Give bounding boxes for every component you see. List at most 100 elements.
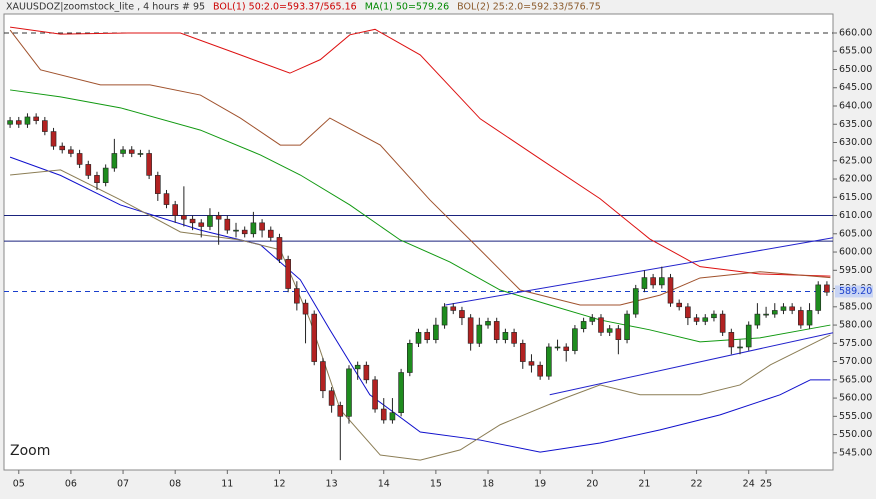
y-tick-label: 555.00 (839, 411, 872, 422)
header-text: BOL(2) 25:2.0=592.33/576.75 (457, 2, 601, 13)
candle-body (128, 149, 135, 154)
y-tick-label: 600.00 (839, 247, 872, 258)
y-tick-label: 650.00 (839, 64, 872, 75)
candle-body (615, 328, 622, 340)
x-tick-label: 13 (326, 479, 338, 490)
candle-body (111, 153, 118, 169)
indicator-line (10, 26, 831, 277)
candle-body (693, 317, 700, 322)
candle-body (450, 306, 457, 311)
candle-body (163, 193, 170, 205)
candle-body (15, 120, 22, 125)
candle-body (459, 310, 465, 319)
candle-body (641, 277, 648, 289)
candle-body (485, 321, 491, 326)
candle-body (624, 313, 630, 340)
x-tick-label: 15 (430, 479, 442, 490)
candle-body (233, 229, 239, 232)
candle-body (85, 164, 92, 176)
candle-body (493, 321, 500, 340)
x-tick-label: 11 (221, 479, 233, 490)
x-tick-label: 06 (65, 479, 77, 490)
candle-body (181, 215, 187, 220)
annotation: Zoom (10, 443, 50, 459)
candle-body (337, 405, 344, 417)
candle-body (815, 284, 822, 311)
candle-body (398, 372, 404, 413)
candle-body (207, 215, 213, 227)
candle-body (137, 153, 144, 155)
candle-body (215, 215, 222, 220)
candle-body (589, 317, 596, 322)
candle-body (659, 277, 665, 286)
candle-body (728, 332, 735, 348)
candle-body (546, 346, 552, 377)
candle-body (389, 412, 396, 421)
x-tick-label: 12 (273, 479, 285, 490)
y-tick-label: 660.00 (839, 27, 872, 38)
y-tick-label: 620.00 (839, 174, 872, 185)
candle-body (320, 361, 326, 392)
candle-body (407, 343, 413, 373)
candle-body (650, 277, 656, 286)
candle-body (824, 284, 830, 293)
candle-body (259, 222, 265, 231)
candle-body (102, 167, 109, 183)
candle-body (328, 390, 335, 406)
candle-body (7, 120, 13, 125)
x-tick-label: 22 (691, 479, 703, 490)
candle-body (502, 332, 509, 340)
x-tick-label: 18 (482, 479, 494, 490)
x-tick-label: 24 (743, 479, 755, 490)
candle-body (94, 175, 100, 183)
candle-body (294, 288, 300, 304)
y-tick-label: 550.00 (839, 429, 872, 440)
candle-body (120, 149, 126, 154)
y-tick-label: 615.00 (839, 192, 872, 203)
candle-body (780, 306, 787, 311)
y-tick-label: 625.00 (839, 155, 872, 166)
candle-body (711, 313, 717, 319)
candle-body (50, 131, 57, 147)
candle-body (311, 313, 318, 362)
candle-body (155, 175, 161, 194)
candle-body (572, 328, 578, 351)
x-tick-label: 20 (586, 479, 598, 490)
header-text: BOL(1) 50:2.0=593.37/565.16 (213, 2, 357, 13)
candle-body (441, 306, 448, 326)
candle-body (806, 310, 813, 326)
candle-body (763, 313, 769, 316)
candle-body (685, 306, 691, 319)
candle-body (76, 153, 83, 165)
y-tick-label: 580.00 (839, 320, 872, 331)
indicator-line (9, 156, 831, 453)
candle-body (433, 324, 439, 340)
candle-body (754, 313, 761, 326)
y-tick-label: 575.00 (839, 338, 872, 349)
candle-body (632, 288, 639, 315)
candle-body (554, 346, 561, 349)
price-label: 589.20 (839, 286, 872, 297)
y-tick-label: 545.00 (839, 447, 872, 458)
candle-body (606, 328, 613, 333)
candle-body (771, 310, 778, 315)
candle-body (519, 343, 526, 362)
header-text: MA(1) 50=579.26 (365, 2, 449, 13)
plot-area (3, 13, 834, 471)
candle-body (424, 332, 430, 340)
candle-body (172, 204, 178, 216)
candle-body (276, 237, 283, 260)
candle-body (467, 317, 474, 344)
candle-body (580, 321, 587, 330)
y-tick-label: 655.00 (839, 46, 872, 57)
y-tick-label: 560.00 (839, 393, 872, 404)
x-tick-label: 25 (760, 479, 772, 490)
candle-body (789, 306, 795, 311)
candle-body (224, 218, 231, 231)
candle-body (302, 302, 309, 315)
candle-body (476, 324, 483, 344)
candle-body (250, 222, 257, 235)
y-tick-label: 640.00 (839, 101, 872, 112)
candle-body (511, 332, 517, 344)
